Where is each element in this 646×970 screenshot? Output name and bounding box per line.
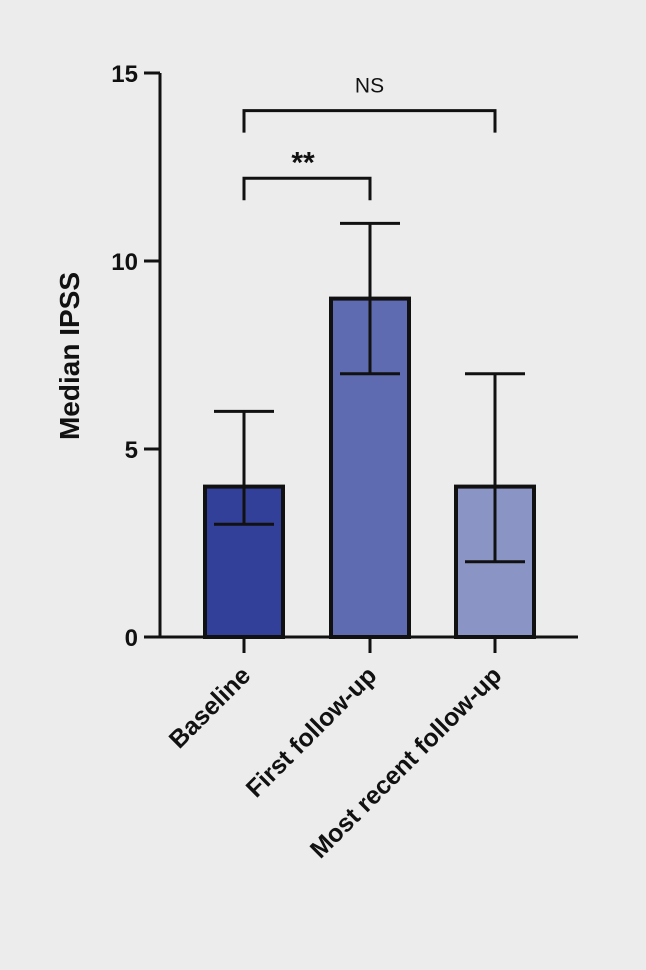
significance-annotations: ** NS: [242, 75, 497, 201]
significance-bracket-1: [242, 109, 497, 133]
y-tick-label-1: 5: [125, 437, 138, 464]
significance-bracket-0: [242, 176, 372, 201]
y-tick-label-2: 10: [111, 249, 138, 276]
y-tick-label-3: 15: [111, 61, 138, 88]
significance-label-0: **: [291, 146, 315, 179]
error-bars-group: [214, 221, 525, 564]
significance-label-1: NS: [355, 75, 384, 98]
y-tick-label-0: 0: [125, 625, 138, 652]
x-tick-label-1: First follow-up: [241, 661, 383, 803]
x-tick-label-0: Baseline: [164, 661, 257, 754]
y-ticks-group: 0 5 10 15: [111, 61, 160, 652]
y-axis-title: Median IPSS: [54, 272, 85, 440]
